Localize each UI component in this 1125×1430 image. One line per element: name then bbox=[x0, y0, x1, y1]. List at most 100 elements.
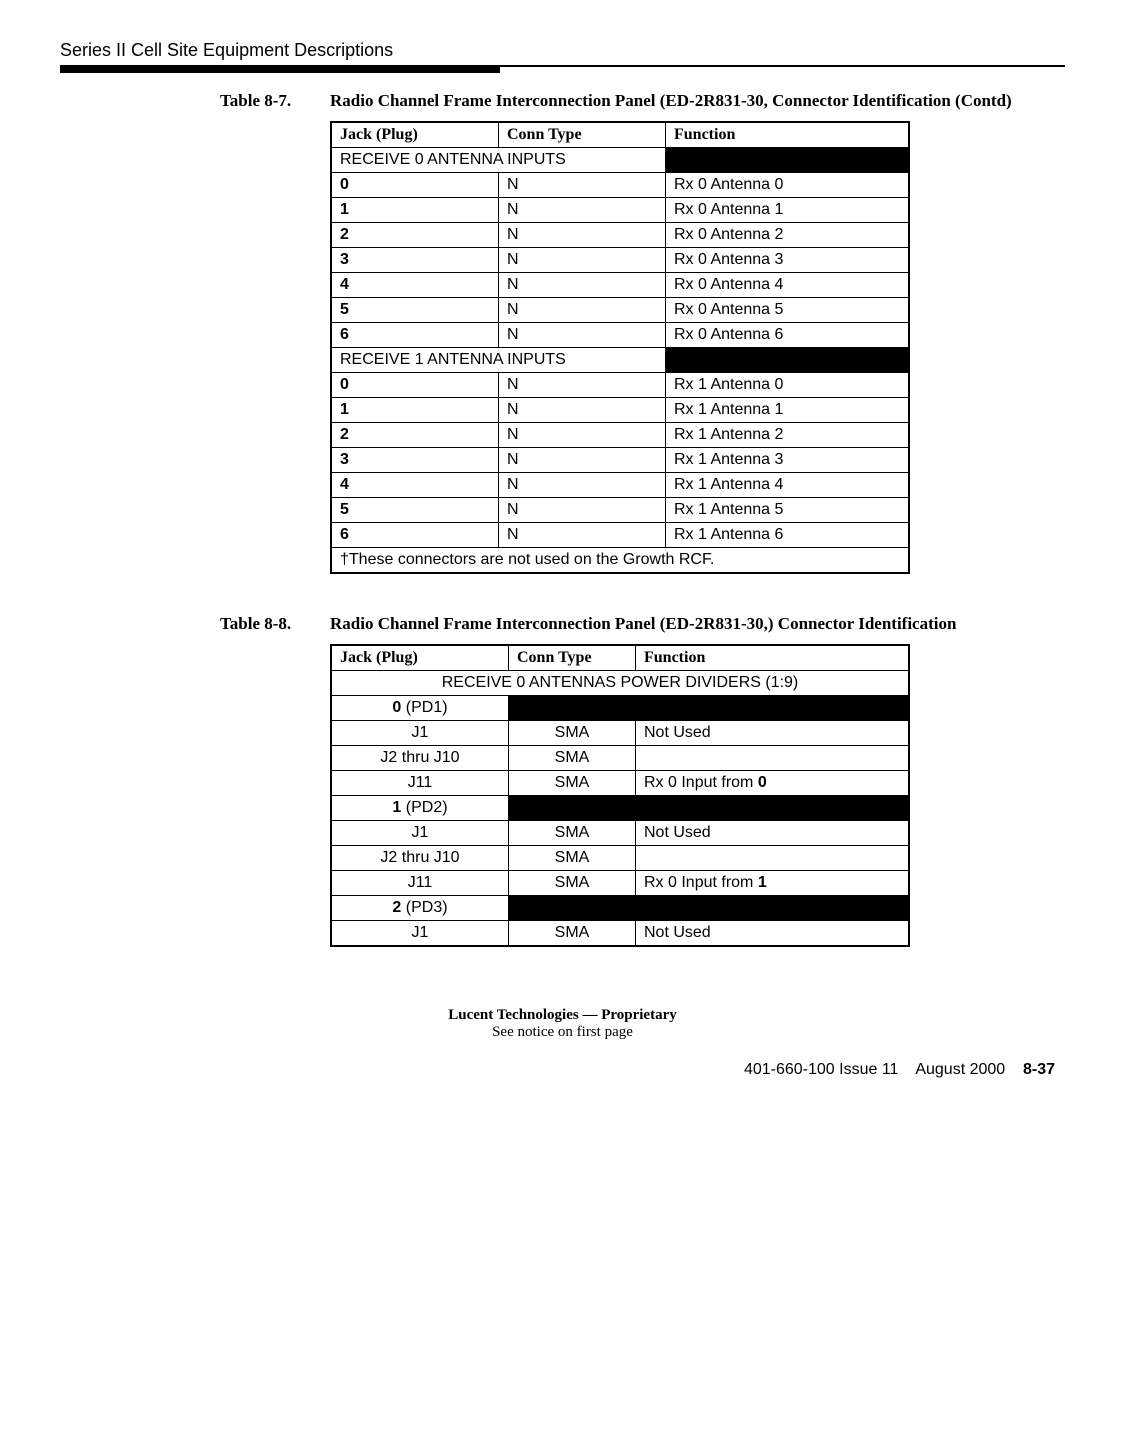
table-row: 5NRx 0 Antenna 5 bbox=[331, 298, 909, 323]
footnote-row: †These connectors are not used on the Gr… bbox=[331, 548, 909, 574]
cell-func: Rx 1 Antenna 4 bbox=[666, 473, 910, 498]
table-row: J1SMANot Used bbox=[331, 821, 909, 846]
cell-jack: J1 bbox=[331, 821, 509, 846]
table-row: Jack (Plug) Conn Type Function bbox=[331, 645, 909, 671]
section-header-row: RECEIVE 0 ANTENNAS POWER DIVIDERS (1:9) bbox=[331, 671, 909, 696]
table-row: J2 thru J10SMA bbox=[331, 846, 909, 871]
cell-jack: 4 bbox=[331, 473, 499, 498]
cell-func bbox=[636, 746, 910, 771]
black-cell bbox=[636, 796, 910, 821]
cell-conn: SMA bbox=[509, 921, 636, 947]
page-header-title: Series II Cell Site Equipment Descriptio… bbox=[60, 40, 1065, 61]
cell-func: Rx 0 Input from 0 bbox=[636, 771, 910, 796]
black-cell bbox=[636, 696, 910, 721]
cell-conn: SMA bbox=[509, 846, 636, 871]
cell-func: Rx 1 Antenna 2 bbox=[666, 423, 910, 448]
header-thick-bar bbox=[60, 67, 500, 73]
group-label: 0 (PD1) bbox=[331, 696, 509, 721]
black-cell bbox=[509, 896, 636, 921]
group-label: 2 (PD3) bbox=[331, 896, 509, 921]
table-row: J11SMARx 0 Input from 1 bbox=[331, 871, 909, 896]
table-8-7-block: Table 8-7. Radio Channel Frame Interconn… bbox=[220, 91, 1065, 574]
cell-conn: N bbox=[499, 273, 666, 298]
cell-func bbox=[636, 846, 910, 871]
table-row: J1SMANot Used bbox=[331, 921, 909, 947]
cell-func: Rx 0 Antenna 0 bbox=[666, 173, 910, 198]
cell-func: Rx 0 Antenna 1 bbox=[666, 198, 910, 223]
cell-func: Rx 0 Antenna 3 bbox=[666, 248, 910, 273]
cell-func: Rx 0 Antenna 5 bbox=[666, 298, 910, 323]
group-header-row: 2 (PD3) bbox=[331, 896, 909, 921]
table-row: 3NRx 1 Antenna 3 bbox=[331, 448, 909, 473]
footer-notice: See notice on first page bbox=[60, 1024, 1065, 1041]
cell-conn: N bbox=[499, 373, 666, 398]
cell-jack: 1 bbox=[331, 398, 499, 423]
section-header-row: RECEIVE 0 ANTENNA INPUTS bbox=[331, 148, 909, 173]
table-row: 4NRx 1 Antenna 4 bbox=[331, 473, 909, 498]
table-row: J11SMARx 0 Input from 0 bbox=[331, 771, 909, 796]
black-cell bbox=[509, 796, 636, 821]
cell-func: Rx 1 Antenna 1 bbox=[666, 398, 910, 423]
table-row: 2NRx 0 Antenna 2 bbox=[331, 223, 909, 248]
cell-func: Rx 0 Input from 1 bbox=[636, 871, 910, 896]
cell-conn: N bbox=[499, 223, 666, 248]
cell-jack: J11 bbox=[331, 771, 509, 796]
col-header-conn: Conn Type bbox=[509, 645, 636, 671]
cell-func: Rx 1 Antenna 6 bbox=[666, 523, 910, 548]
cell-conn: N bbox=[499, 523, 666, 548]
cell-conn: SMA bbox=[509, 771, 636, 796]
cell-conn: SMA bbox=[509, 871, 636, 896]
cell-conn: N bbox=[499, 423, 666, 448]
group-header-row: 1 (PD2) bbox=[331, 796, 909, 821]
table-8-7-title: Radio Channel Frame Interconnection Pane… bbox=[330, 91, 1012, 111]
table-row: J1SMANot Used bbox=[331, 721, 909, 746]
table-row: 4NRx 0 Antenna 4 bbox=[331, 273, 909, 298]
table-8-8-number: Table 8-8. bbox=[220, 614, 330, 634]
cell-jack: 4 bbox=[331, 273, 499, 298]
table-row: 6NRx 0 Antenna 6 bbox=[331, 323, 909, 348]
cell-func: Not Used bbox=[636, 921, 910, 947]
black-cell bbox=[666, 348, 910, 373]
cell-jack: J2 thru J10 bbox=[331, 846, 509, 871]
cell-conn: N bbox=[499, 173, 666, 198]
table-8-8: Jack (Plug) Conn Type Function RECEIVE 0… bbox=[330, 644, 910, 947]
table-row: 6NRx 1 Antenna 6 bbox=[331, 523, 909, 548]
cell-conn: N bbox=[499, 198, 666, 223]
section-header-row: RECEIVE 1 ANTENNA INPUTS bbox=[331, 348, 909, 373]
black-cell bbox=[509, 696, 636, 721]
table-row: 0NRx 0 Antenna 0 bbox=[331, 173, 909, 198]
cell-func: Rx 1 Antenna 0 bbox=[666, 373, 910, 398]
cell-jack: 1 bbox=[331, 198, 499, 223]
footer-page: 8-37 bbox=[1023, 1061, 1055, 1078]
cell-jack: J1 bbox=[331, 921, 509, 947]
cell-conn: N bbox=[499, 448, 666, 473]
table-8-8-title: Radio Channel Frame Interconnection Pane… bbox=[330, 614, 956, 634]
cell-func: Rx 0 Antenna 4 bbox=[666, 273, 910, 298]
col-header-func: Function bbox=[636, 645, 910, 671]
table-footnote: †These connectors are not used on the Gr… bbox=[331, 548, 909, 574]
table-row: J2 thru J10SMA bbox=[331, 746, 909, 771]
cell-conn: SMA bbox=[509, 746, 636, 771]
cell-jack: 5 bbox=[331, 298, 499, 323]
cell-func: Rx 1 Antenna 3 bbox=[666, 448, 910, 473]
cell-jack: 3 bbox=[331, 448, 499, 473]
cell-jack: 0 bbox=[331, 173, 499, 198]
black-cell bbox=[636, 896, 910, 921]
black-cell bbox=[666, 148, 910, 173]
cell-conn: N bbox=[499, 323, 666, 348]
section-b-label: RECEIVE 1 ANTENNA INPUTS bbox=[331, 348, 666, 373]
cell-conn: N bbox=[499, 298, 666, 323]
page-footer: Lucent Technologies — Proprietary See no… bbox=[60, 1007, 1065, 1041]
footer-date: August 2000 bbox=[915, 1061, 1005, 1078]
cell-func: Rx 1 Antenna 5 bbox=[666, 498, 910, 523]
cell-jack: J1 bbox=[331, 721, 509, 746]
cell-conn: N bbox=[499, 473, 666, 498]
cell-conn: N bbox=[499, 248, 666, 273]
col-header-func: Function bbox=[666, 122, 910, 148]
cell-func: Not Used bbox=[636, 721, 910, 746]
table-8-8-caption: Table 8-8. Radio Channel Frame Interconn… bbox=[220, 614, 1065, 634]
section-header: RECEIVE 0 ANTENNAS POWER DIVIDERS (1:9) bbox=[331, 671, 909, 696]
table-row: 2NRx 1 Antenna 2 bbox=[331, 423, 909, 448]
section-a-label: RECEIVE 0 ANTENNA INPUTS bbox=[331, 148, 666, 173]
col-header-jack: Jack (Plug) bbox=[331, 645, 509, 671]
